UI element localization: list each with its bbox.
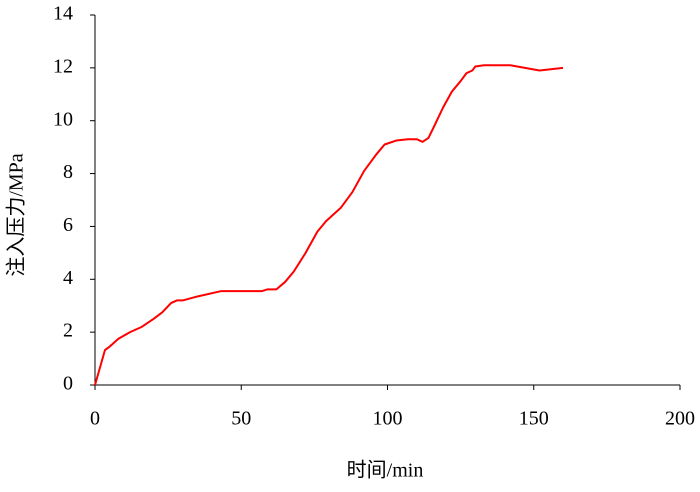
y-tick-label: 14 <box>53 3 73 25</box>
x-tick-label: 150 <box>519 408 549 430</box>
data-line <box>94 64 564 386</box>
x-tick-label: 50 <box>231 408 251 430</box>
x-tick-label: 100 <box>373 408 403 430</box>
y-tick-label: 12 <box>53 55 73 77</box>
y-tick-label: 2 <box>63 320 73 342</box>
y-tick-label: 10 <box>53 108 73 130</box>
y-tick-label: 6 <box>63 214 73 236</box>
x-tick-label: 200 <box>665 408 695 430</box>
x-tick-label: 0 <box>90 408 100 430</box>
y-axis-title: 注入压力/MPa <box>5 153 28 276</box>
y-tick-label: 8 <box>63 161 73 183</box>
y-tick-label: 0 <box>63 373 73 395</box>
y-tick-label: 4 <box>63 267 73 289</box>
x-axis-title: 时间/min <box>347 459 424 482</box>
